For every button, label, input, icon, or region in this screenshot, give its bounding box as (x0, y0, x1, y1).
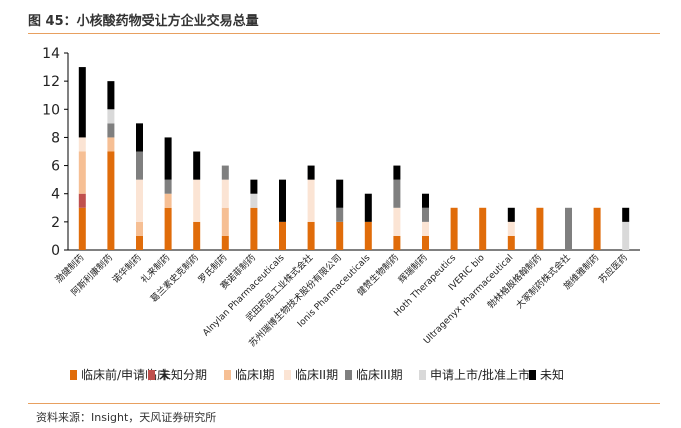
bar-segment (393, 235, 401, 250)
y-tick-label: 0 (51, 243, 60, 259)
legend-label: 临床III期 (356, 368, 403, 382)
bar-segment (136, 179, 143, 222)
bar-segment (622, 207, 630, 222)
bar-segment (479, 207, 487, 250)
bar-segment (164, 137, 172, 180)
legend-label: 临床II期 (295, 368, 338, 382)
bar-segment (250, 179, 258, 194)
bar-segment (78, 137, 86, 152)
legend-swatch (284, 370, 291, 380)
x-tick-label: 苏应医药 (596, 252, 630, 286)
bar-segment (221, 179, 229, 208)
bar-segment (422, 235, 429, 250)
bar-segment (107, 81, 115, 110)
bar-segment (164, 193, 172, 208)
bar-segment (221, 207, 229, 236)
bar-segment (622, 221, 630, 250)
bar-segment (250, 207, 258, 250)
legend-label: 申请上市/批准上市 (430, 367, 530, 382)
y-tick-label: 10 (42, 102, 60, 118)
x-tick-label: 葛兰素史克制药 (148, 252, 201, 305)
bar-segment (364, 193, 372, 222)
figure-title: 图 45：小核酸药物受让方企业交易总量 (28, 14, 259, 29)
legend-swatch (529, 370, 536, 380)
legend-label: 临床I期 (235, 368, 275, 382)
bar-segment (536, 207, 544, 250)
bar-segment (193, 179, 201, 222)
y-tick-label: 4 (51, 187, 60, 203)
legend-label: 未知分期 (159, 368, 207, 382)
y-tick-label: 6 (51, 159, 60, 175)
y-tick-label: 14 (42, 46, 60, 62)
bar-segment (78, 151, 86, 194)
bar-segment (336, 179, 344, 208)
bar-segment (193, 151, 201, 180)
y-tick-label: 12 (42, 74, 60, 90)
bar-segment (393, 179, 401, 208)
bar-segment (422, 193, 429, 208)
bar-segment (393, 165, 401, 180)
bar-segment (78, 207, 86, 250)
chart: 02468101214渤健制药阿斯利康制药诺华制药礼来制药葛兰素史克制药罗氏制药… (42, 46, 640, 382)
bar-segment (193, 221, 201, 250)
y-tick-label: 2 (51, 215, 60, 231)
bar-segment (164, 179, 172, 194)
bar-segment (279, 221, 286, 250)
bar-segment (307, 221, 315, 250)
legend-swatch (148, 370, 155, 380)
bar-segment (78, 193, 86, 208)
bar-segment (565, 207, 572, 250)
bar-segment (422, 221, 429, 236)
bar-segment (164, 207, 172, 250)
bar-segment (136, 221, 143, 236)
x-tick-label: 诺华制药 (110, 252, 144, 286)
legend-swatch (224, 370, 231, 380)
title-divider (28, 33, 660, 34)
source-note: 资料来源：Insight，天风证券研究所 (36, 411, 217, 424)
bar-segment (422, 207, 429, 222)
bar-segment (279, 179, 286, 222)
bar-segment (593, 207, 601, 250)
bar-segment (307, 165, 315, 180)
bar-segment (107, 123, 115, 138)
bar-segment (507, 235, 515, 250)
bar-segment (107, 109, 115, 124)
bar-segment (221, 165, 229, 180)
bar-segment (336, 207, 344, 222)
legend-label: 未知 (540, 368, 564, 382)
bar-segment (78, 67, 86, 138)
bar-segment (136, 151, 143, 180)
bar-segment (507, 207, 515, 222)
bar-segment (307, 179, 315, 222)
bar-segment (136, 235, 143, 250)
bar-segment (336, 221, 344, 250)
bar-segment (107, 137, 115, 152)
y-tick-label: 8 (51, 130, 60, 146)
bar-segment (250, 193, 258, 208)
bar-segment (507, 221, 515, 236)
legend-label: 临床前/申请临床 (81, 367, 169, 382)
source-divider (28, 403, 660, 404)
legend-swatch (345, 370, 352, 380)
bar-segment (136, 123, 143, 152)
legend-swatch (70, 370, 77, 380)
bar-segment (364, 221, 372, 250)
bar-segment (107, 151, 115, 250)
legend-swatch (419, 370, 426, 380)
bar-segment (393, 207, 401, 236)
bar-segment (450, 207, 458, 250)
bar-segment (221, 235, 229, 250)
